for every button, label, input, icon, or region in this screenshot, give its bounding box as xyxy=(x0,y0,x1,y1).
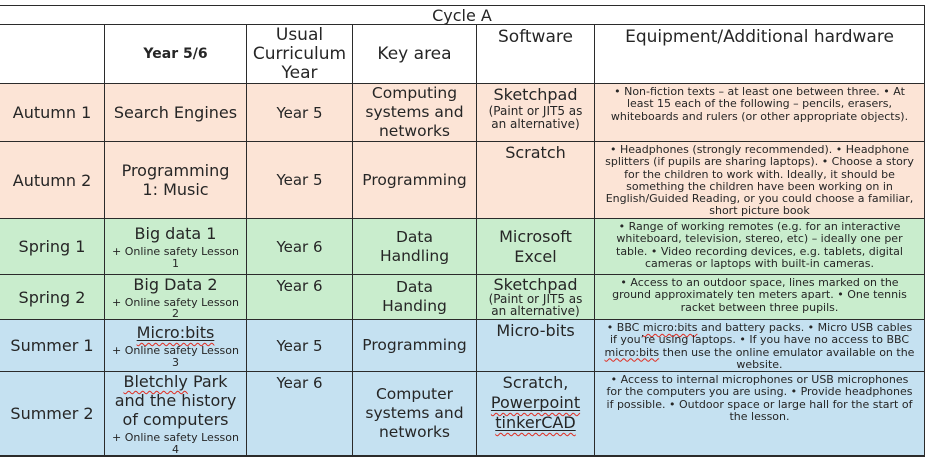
header-term xyxy=(0,25,105,84)
topic-summer-2: Bletchly Park and the history of compute… xyxy=(105,372,247,456)
table-title: Cycle A xyxy=(0,6,925,25)
topic-autumn-1: Search Engines xyxy=(105,84,247,142)
online-safety-note: + Online safety Lesson 3 xyxy=(112,344,239,369)
topic-summer-1: Micro:bits + Online safety Lesson 3 xyxy=(105,320,247,372)
key-area-summer-2: Computer systems and networks xyxy=(353,372,477,456)
topic-title: Search Engines xyxy=(113,103,238,122)
year-spring-1: Year 6 xyxy=(247,219,353,275)
year-autumn-1: Year 5 xyxy=(247,84,353,142)
key-area-autumn-2: Programming xyxy=(353,142,477,219)
key-area-spring-2: Data Handing xyxy=(353,275,477,320)
equipment-summer-2: • Access to internal microphones or USB … xyxy=(595,372,925,456)
term-autumn-2: Autumn 2 xyxy=(0,142,105,219)
equipment-text: • Access to internal microphones or USB … xyxy=(606,373,913,423)
software-spring-2: Sketchpad (Paint or JIT5 as an alternativ… xyxy=(477,275,595,320)
topic-title: Bletchly Park and the history of compute… xyxy=(114,372,237,429)
online-safety-note: + Online safety Lesson 4 xyxy=(112,431,239,456)
header-usual-curriculum-year: Usual Curriculum Year xyxy=(247,25,353,84)
topic-title: Micro:bits xyxy=(136,323,215,342)
software-title: Microsoft Excel xyxy=(499,226,572,266)
term-autumn-1: Autumn 1 xyxy=(0,84,105,142)
equipment-text: • BBC micro:bits and battery packs. • Mi… xyxy=(604,321,915,371)
topic-spring-1: Big data 1 + Online safety Lesson 1 xyxy=(105,219,247,275)
software-title: Sketchpad xyxy=(493,275,578,294)
equipment-autumn-2: • Headphones (strongly recommended). • H… xyxy=(595,142,925,219)
online-safety-note: + Online safety Lesson 1 xyxy=(112,245,239,270)
software-note: (Paint or JIT5 as an alternative) xyxy=(488,104,583,131)
topic-autumn-2: Programming 1: Music xyxy=(105,142,247,219)
header-equipment: Equipment/Additional hardware xyxy=(595,25,925,84)
software-spring-1: Microsoft Excel xyxy=(477,219,595,275)
equipment-text: • Non-fiction texts – at least one betwe… xyxy=(610,85,909,123)
topic-title: Programming 1: Music xyxy=(121,161,230,199)
software-title: Scratch xyxy=(505,143,566,162)
equipment-text: • Access to an outdoor space, lines mark… xyxy=(612,276,907,314)
year-spring-2: Year 6 xyxy=(247,275,353,320)
year-summer-2: Year 6 xyxy=(247,372,353,456)
online-safety-note: + Online safety Lesson 2 xyxy=(112,295,239,320)
equipment-text: • Range of working remotes (e.g. for an … xyxy=(616,220,903,270)
equipment-summer-1: • BBC micro:bits and battery packs. • Mi… xyxy=(595,320,925,372)
key-area-autumn-1: Computing systems and networks xyxy=(353,84,477,142)
software-autumn-2: Scratch xyxy=(477,142,595,219)
software-autumn-1: Sketchpad (Paint or JIT5 as an alternativ… xyxy=(477,84,595,142)
term-summer-1: Summer 1 xyxy=(0,320,105,372)
equipment-spring-2: • Access to an outdoor space, lines mark… xyxy=(595,275,925,320)
software-title: Sketchpad xyxy=(493,85,578,104)
term-summer-2: Summer 2 xyxy=(0,372,105,456)
header-software: Software xyxy=(477,25,595,84)
header-key-area: Key area xyxy=(353,25,477,84)
term-spring-2: Spring 2 xyxy=(0,275,105,320)
topic-spring-2: Big Data 2 + Online safety Lesson 2 xyxy=(105,275,247,320)
topic-title: Big Data 2 xyxy=(133,275,218,294)
equipment-text: • Headphones (strongly recommended). • H… xyxy=(605,143,914,218)
year-summer-1: Year 5 xyxy=(247,320,353,372)
software-title: Micro-bits xyxy=(496,321,575,340)
curriculum-table: Cycle A Year 5/6 Usual Curriculum Year K… xyxy=(0,5,925,457)
key-area-summer-1: Programming xyxy=(353,320,477,372)
software-summer-1: Micro-bits xyxy=(477,320,595,372)
key-area-spring-1: Data Handling xyxy=(353,219,477,275)
equipment-autumn-1: • Non-fiction texts – at least one betwe… xyxy=(595,84,925,142)
software-note: (Paint or JIT5 as an alternative) xyxy=(488,292,583,318)
software-title: Scratch, Powerpoint tinkerCAD xyxy=(490,373,581,432)
equipment-spring-1: • Range of working remotes (e.g. for an … xyxy=(595,219,925,275)
year-autumn-2: Year 5 xyxy=(247,142,353,219)
software-summer-2: Scratch, Powerpoint tinkerCAD xyxy=(477,372,595,456)
header-year-5-6: Year 5/6 xyxy=(105,25,247,84)
term-spring-1: Spring 1 xyxy=(0,219,105,275)
topic-title: Big data 1 xyxy=(134,224,217,243)
